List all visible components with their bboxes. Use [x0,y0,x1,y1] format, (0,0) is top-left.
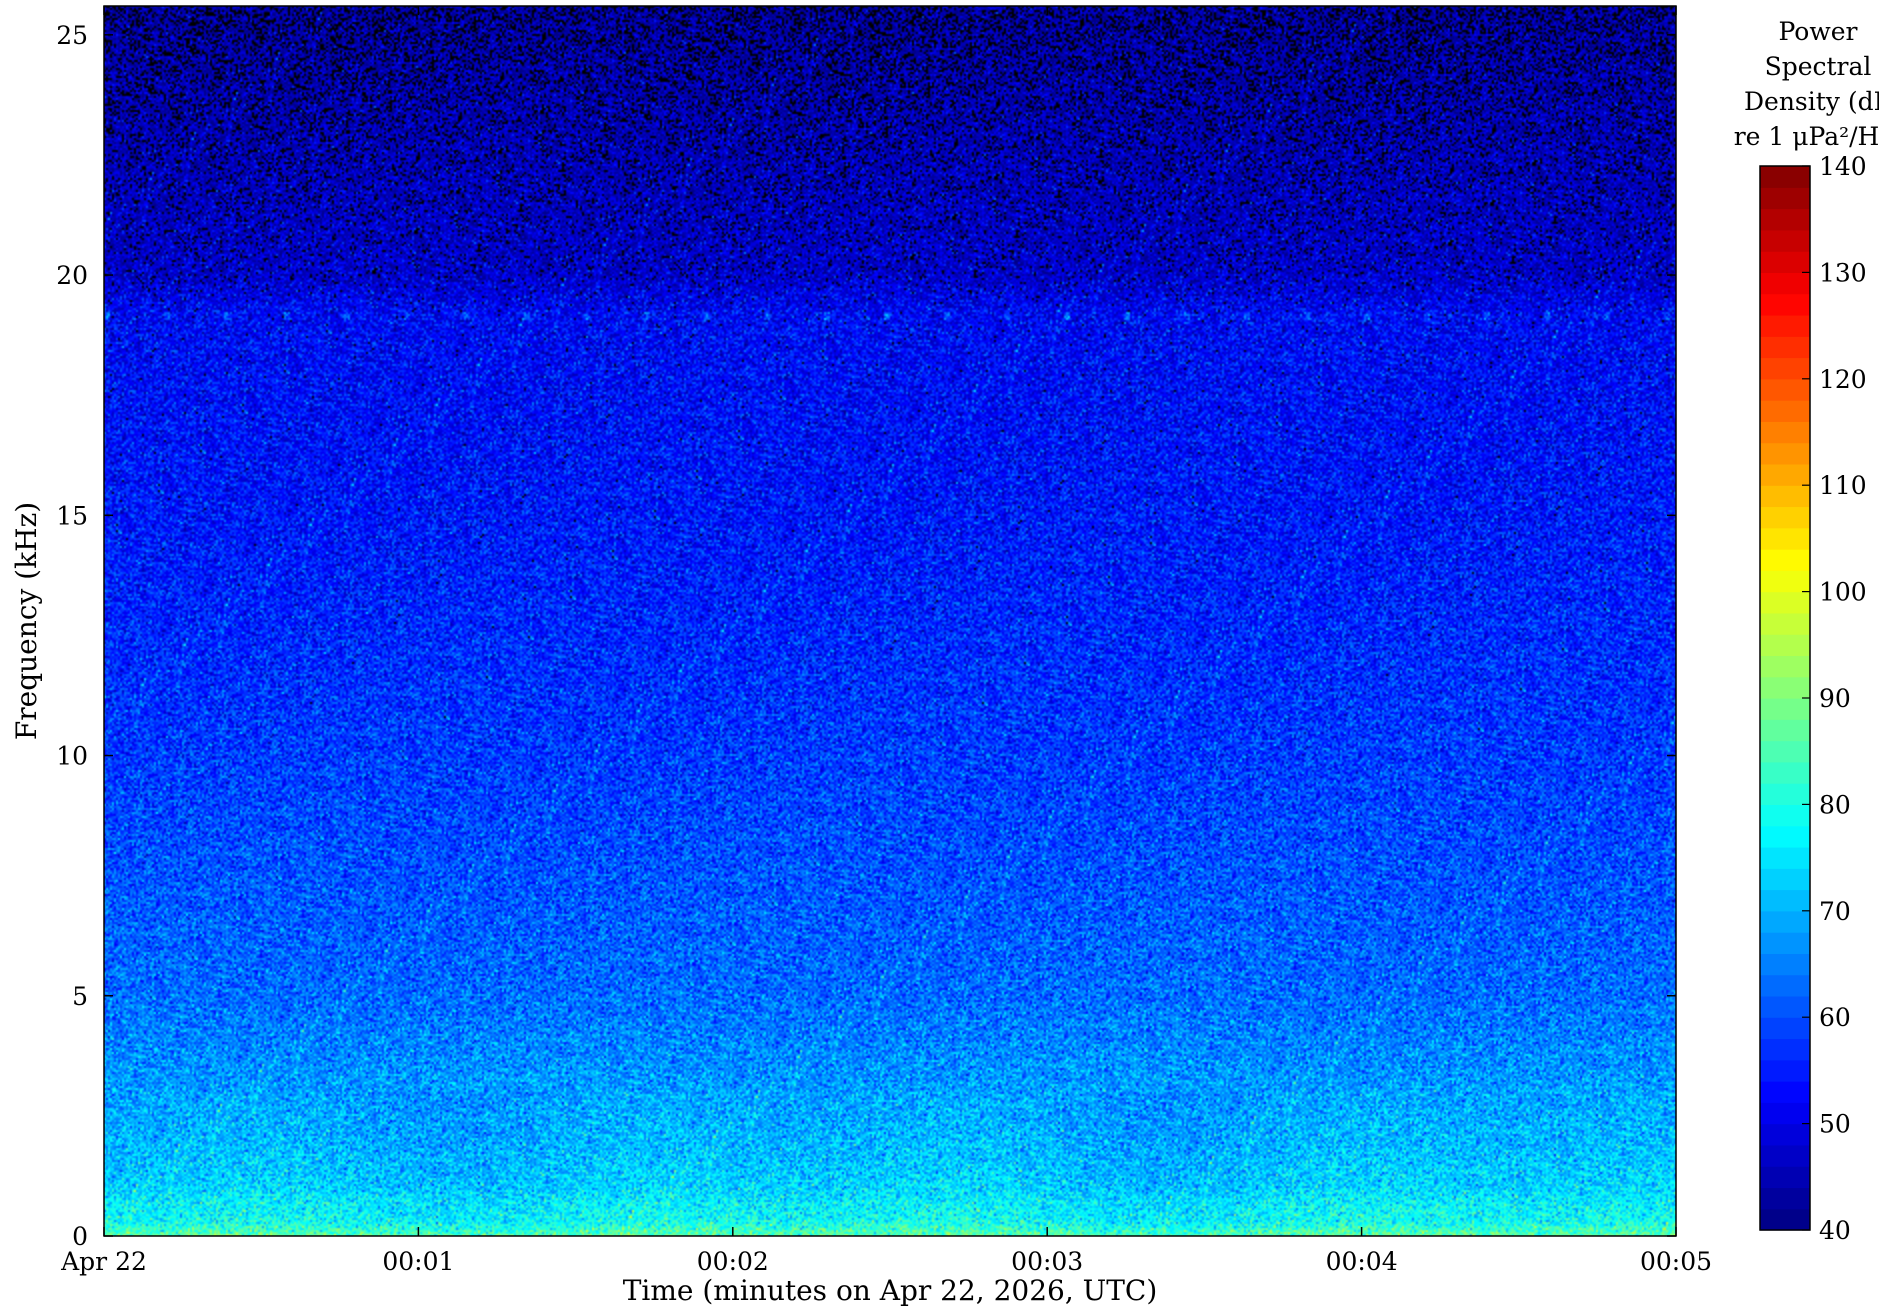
colorbar-level [1760,1017,1810,1040]
colorbar-level [1760,463,1810,486]
x-tick-label: Apr 22 [60,1247,147,1276]
colorbar-tick-label: 90 [1819,684,1851,713]
y-tick-label: 15 [56,501,88,530]
colorbar-level [1760,740,1810,763]
x-tick-label: 00:04 [1326,1247,1398,1276]
colorbar-level [1760,846,1810,869]
colorbar-level [1760,995,1810,1018]
colorbar-level [1760,655,1810,678]
colorbar-axis: 40 50 60 70 80 90 100 110 120 130 140 [1802,152,1867,1245]
colorbar-tick-label: 100 [1819,578,1867,607]
colorbar-tick-label: 40 [1819,1216,1851,1245]
colorbar-level [1760,825,1810,848]
colorbar-level [1760,953,1810,976]
colorbar-level [1760,761,1810,784]
colorbar-level [1760,1102,1810,1125]
colorbar-level [1760,1038,1810,1061]
colorbar-level [1760,357,1810,380]
plot-area [104,6,1676,1236]
colorbar-title: Power Spectral Density (dB re 1 μPa²/Hz) [1734,17,1879,151]
colorbar-level [1760,485,1810,508]
colorbar-level [1760,549,1810,571]
colorbar-level [1760,804,1810,827]
y-tick-label: 10 [56,742,88,771]
colorbar-level [1760,932,1810,954]
colorbar-level [1760,974,1810,997]
colorbar-level [1760,166,1810,188]
colorbar-level [1760,698,1810,720]
colorbar-level [1760,1144,1810,1167]
colorbar-level [1760,591,1810,614]
colorbar-level [1760,421,1810,444]
colorbar-level [1760,1208,1810,1231]
colorbar-level [1760,1187,1810,1210]
x-tick-label: 00:05 [1640,1247,1712,1276]
colorbar-level [1760,506,1810,529]
colorbar-level [1760,314,1810,337]
y-tick-label: 25 [56,21,88,50]
colorbar-level [1760,570,1810,593]
x-axis: Apr 22 00:01 00:02 00:03 00:04 00:05 [60,6,1712,1276]
colorbar-level [1760,208,1810,231]
x-axis-title: Time (minutes on Apr 22, 2026, UTC) [623,1274,1158,1306]
y-tick-label: 5 [72,982,88,1011]
colorbar-level [1760,293,1810,316]
colorbar-tick-label: 130 [1819,258,1867,287]
colorbar-level [1760,719,1810,742]
colorbar-tick-label: 120 [1819,365,1867,394]
colorbar-tick-label: 70 [1819,897,1851,926]
colorbar-level [1760,868,1810,891]
colorbar-title-line: Power [1778,17,1857,46]
y-axis: 0 5 10 15 20 25 [56,21,1676,1251]
colorbar-level [1760,612,1810,635]
colorbar-level [1760,1059,1810,1082]
colorbar-level [1760,229,1810,252]
colorbar-level [1760,889,1810,912]
y-tick-label: 0 [72,1222,88,1251]
colorbar-level [1760,336,1810,359]
x-tick-label: 00:03 [1011,1247,1083,1276]
colorbar-level [1760,783,1810,805]
colorbar-level [1760,251,1810,273]
colorbar-level [1760,1081,1810,1103]
x-tick-label: 00:02 [697,1247,769,1276]
colorbar-title-line: Density (dB [1744,87,1879,116]
spectrogram-image [104,6,1676,1236]
colorbar-tick-label: 110 [1819,471,1867,500]
colorbar-level [1760,272,1810,295]
colorbar-title-line: Spectral [1765,52,1872,81]
colorbar-level [1760,442,1810,465]
colorbar-tick-label: 60 [1819,1003,1851,1032]
colorbar-tick-label: 140 [1819,152,1867,181]
x-tick-label: 00:01 [382,1247,454,1276]
colorbar-level [1760,910,1810,933]
colorbar-tick-label: 50 [1819,1110,1851,1139]
y-axis-title: Frequency (kHz) [10,502,43,740]
colorbar-tick-label: 80 [1819,790,1851,819]
colorbar-level [1760,378,1810,401]
colorbar [1759,165,1811,1231]
colorbar-level [1760,527,1810,550]
colorbar-level [1760,187,1810,210]
colorbar-title-line: re 1 μPa²/Hz) [1734,122,1879,151]
plot-frame [103,5,1677,1237]
y-tick-label: 20 [56,261,88,290]
colorbar-level [1760,1123,1810,1146]
colorbar-level [1760,676,1810,699]
colorbar-level [1760,400,1810,422]
colorbar-level [1760,634,1810,657]
colorbar-level [1760,1166,1810,1189]
